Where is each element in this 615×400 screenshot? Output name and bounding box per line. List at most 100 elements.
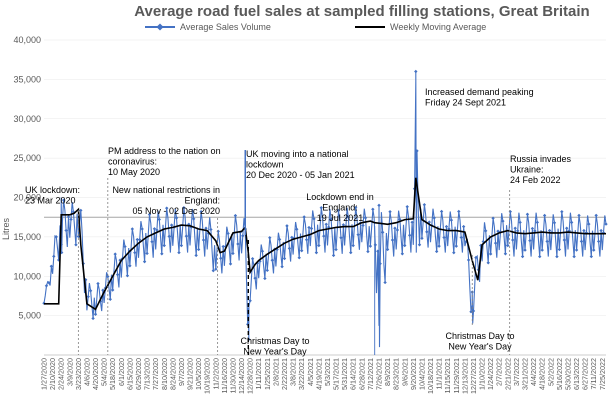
sales-point bbox=[403, 243, 407, 248]
sales-point bbox=[66, 215, 71, 219]
sales-point bbox=[385, 247, 390, 252]
legend-average-label: Weekly Moving Average bbox=[390, 22, 486, 32]
x-tick-label: 5/3/2021 bbox=[323, 358, 332, 386]
sales-point bbox=[157, 217, 162, 222]
sales-point bbox=[44, 284, 49, 288]
sales-point bbox=[324, 222, 328, 226]
x-tick-label: 5/30/2022 bbox=[563, 358, 572, 390]
annotation-label: UK moving into a national lockdown 20 Dec … bbox=[246, 149, 355, 180]
sales-point bbox=[250, 257, 255, 261]
x-tick-label: 5/4/2020 bbox=[100, 358, 109, 386]
legend: Average Sales Volume Weekly Moving Avera… bbox=[145, 22, 486, 32]
x-tick-label: 11/16/2020 bbox=[220, 358, 229, 393]
x-tick-label: 6/1/2020 bbox=[117, 358, 126, 386]
x-tick-label: 9/6/2021 bbox=[400, 358, 409, 386]
sales-point bbox=[484, 229, 488, 233]
x-axis-ticks: 1/27/2020 2/10/2020 2/24/2020 3/9/2020 3/23/… bbox=[40, 354, 607, 394]
sales-point bbox=[265, 268, 269, 273]
sales-point bbox=[54, 235, 58, 239]
x-tick-label: 10/19/2020 bbox=[203, 358, 212, 394]
sales-point bbox=[125, 274, 130, 278]
sales-point bbox=[349, 250, 353, 255]
sales-point bbox=[425, 230, 429, 234]
sales-point bbox=[572, 254, 576, 259]
sales-point bbox=[552, 221, 557, 225]
sales-point bbox=[113, 252, 117, 256]
sales-point bbox=[356, 232, 360, 237]
sales-point bbox=[434, 249, 439, 254]
x-tick-label: 4/4/2022 bbox=[529, 358, 538, 386]
x-tick-label: 9/20/2021 bbox=[409, 358, 418, 390]
sales-point bbox=[211, 268, 216, 273]
x-tick-label: 1/24/2022 bbox=[486, 358, 495, 390]
legend-sales-label: Average Sales Volume bbox=[180, 22, 271, 32]
sales-point bbox=[432, 216, 436, 220]
x-tick-label: 10/18/2021 bbox=[426, 358, 435, 394]
sales-point bbox=[560, 210, 564, 214]
x-tick-label: 2/21/2022 bbox=[503, 358, 512, 390]
y-tick-label: 20,000 bbox=[13, 193, 41, 203]
sales-point bbox=[439, 209, 444, 214]
sales-point bbox=[574, 248, 579, 252]
sales-point bbox=[530, 226, 535, 231]
y-tick-label: 35,000 bbox=[13, 74, 41, 84]
sales-point bbox=[383, 280, 387, 285]
sales-point bbox=[569, 220, 574, 225]
sales-point bbox=[592, 248, 596, 252]
sales-point bbox=[582, 228, 586, 233]
sales-point bbox=[594, 213, 598, 218]
sales-point bbox=[282, 256, 287, 261]
sales-point bbox=[91, 316, 95, 321]
sales-point bbox=[331, 253, 336, 258]
x-tick-label: 11/1/2021 bbox=[435, 358, 444, 389]
sales-point bbox=[184, 234, 189, 238]
sales-point bbox=[228, 262, 233, 266]
sales-point bbox=[69, 217, 73, 222]
sales-point bbox=[400, 252, 405, 256]
x-tick-label: 2/8/2021 bbox=[271, 358, 280, 386]
sales-point bbox=[547, 228, 552, 233]
x-tick-label: 7/13/2020 bbox=[143, 358, 152, 390]
x-tick-label: 1/10/2022 bbox=[478, 358, 487, 390]
x-tick-label: 8/24/2020 bbox=[168, 358, 177, 390]
x-tick-label: 6/13/2022 bbox=[572, 358, 581, 390]
x-tick-label: 5/18/2020 bbox=[108, 358, 117, 390]
x-tick-label: 3/23/2020 bbox=[74, 358, 83, 390]
y-tick-label: 15,000 bbox=[13, 232, 41, 242]
sales-point bbox=[420, 236, 424, 240]
sales-point bbox=[152, 227, 157, 231]
x-tick-label: 4/5/2021 bbox=[306, 358, 315, 386]
x-tick-label: 6/29/2020 bbox=[134, 358, 143, 390]
sales-point bbox=[115, 272, 120, 277]
x-tick-label: 11/30/2020 bbox=[228, 358, 237, 393]
x-tick-label: 10/5/2020 bbox=[194, 358, 203, 390]
x-tick-label: 1/25/2021 bbox=[263, 358, 272, 390]
x-tick-label: 12/28/2020 bbox=[246, 358, 255, 394]
y-tick-label: 40,000 bbox=[13, 35, 41, 45]
x-tick-label: 6/14/2021 bbox=[349, 358, 358, 390]
sales-point bbox=[145, 251, 149, 256]
sales-point bbox=[577, 213, 581, 218]
sales-point bbox=[199, 209, 203, 214]
sales-point bbox=[179, 243, 184, 248]
sales-point bbox=[130, 227, 135, 231]
sales-point bbox=[444, 224, 449, 229]
x-tick-label: 3/8/2021 bbox=[289, 358, 298, 386]
sales-point bbox=[557, 247, 562, 252]
x-tick-label: 5/16/2022 bbox=[555, 358, 564, 390]
sales-point bbox=[201, 238, 206, 242]
annotation-label: New national restrictions in England: 05 N… bbox=[112, 185, 220, 216]
sales-point bbox=[555, 254, 559, 259]
sales-point bbox=[508, 209, 513, 214]
sales-point bbox=[162, 243, 166, 248]
sales-point bbox=[137, 238, 142, 242]
sales-point bbox=[533, 229, 537, 233]
annotation-label: Increased demand peaking Friday 24 Sept 2… bbox=[425, 87, 534, 108]
sales-point bbox=[388, 210, 392, 214]
x-tick-label: 6/28/2021 bbox=[357, 358, 366, 390]
x-tick-label: 8/9/2021 bbox=[383, 358, 392, 386]
y-axis-label: Litres bbox=[1, 218, 11, 241]
sales-point bbox=[596, 239, 601, 244]
sales-point bbox=[513, 226, 517, 230]
x-tick-label: 10/4/2021 bbox=[417, 358, 426, 390]
